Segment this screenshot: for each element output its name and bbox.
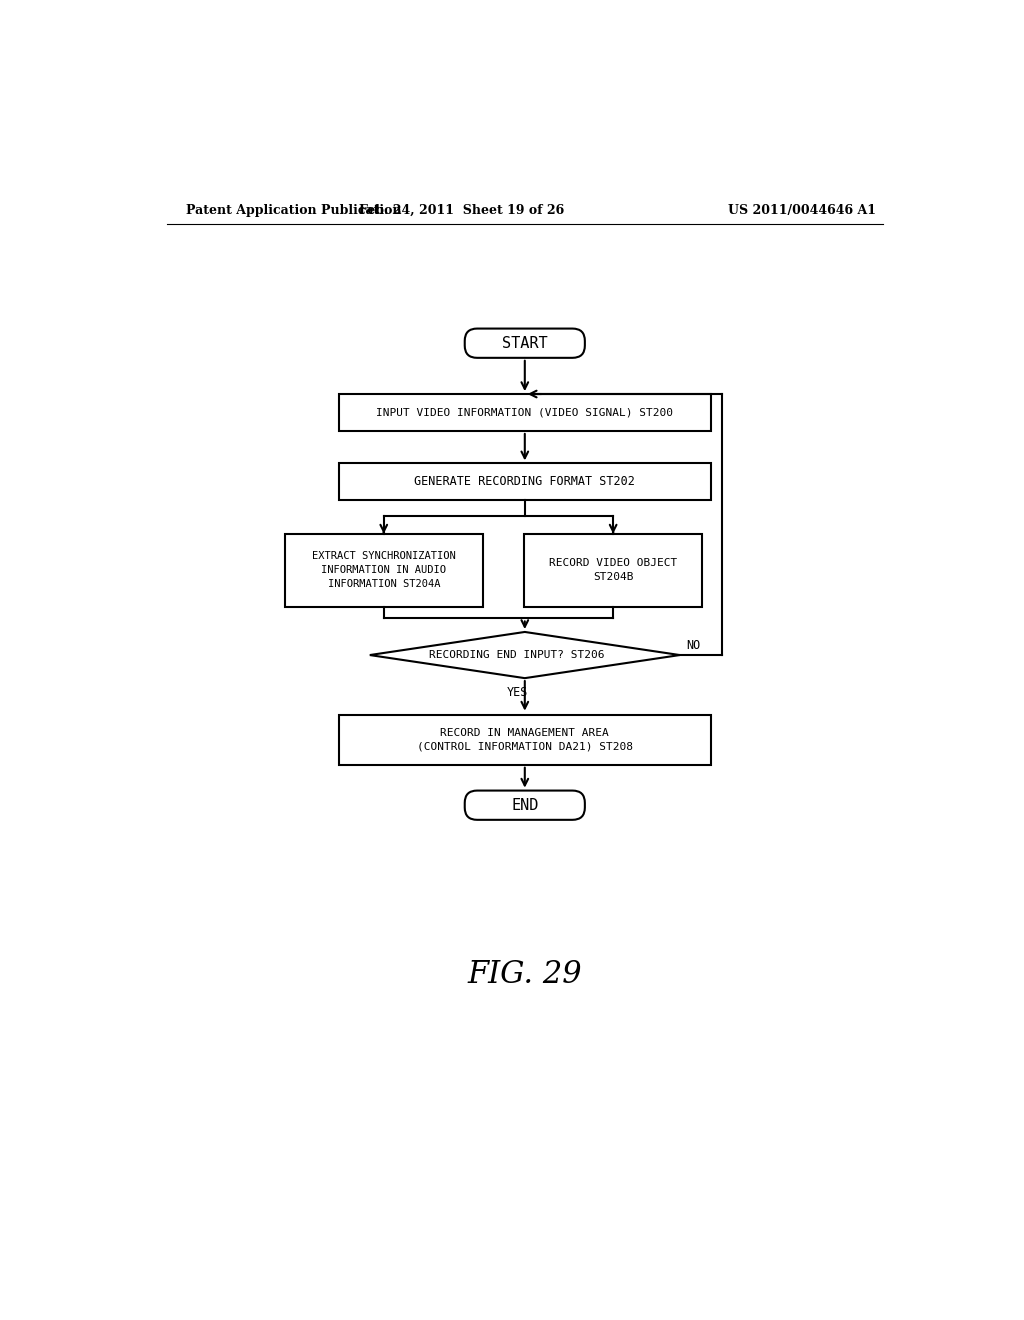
FancyBboxPatch shape <box>465 329 585 358</box>
Bar <box>339 463 711 500</box>
Text: Feb. 24, 2011  Sheet 19 of 26: Feb. 24, 2011 Sheet 19 of 26 <box>358 205 564 218</box>
Text: GENERATE RECORDING FORMAT ST202: GENERATE RECORDING FORMAT ST202 <box>415 475 635 488</box>
Bar <box>339 395 711 432</box>
Text: US 2011/0044646 A1: US 2011/0044646 A1 <box>728 205 877 218</box>
Polygon shape <box>370 632 680 678</box>
Text: INPUT VIDEO INFORMATION (VIDEO SIGNAL) ST200: INPUT VIDEO INFORMATION (VIDEO SIGNAL) S… <box>376 408 674 417</box>
Text: RECORD VIDEO OBJECT
ST204B: RECORD VIDEO OBJECT ST204B <box>549 558 677 582</box>
Text: RECORD IN MANAGEMENT AREA
(CONTROL INFORMATION DA21) ST208: RECORD IN MANAGEMENT AREA (CONTROL INFOR… <box>417 727 633 752</box>
Text: FIG. 29: FIG. 29 <box>468 960 582 990</box>
Text: START: START <box>502 335 548 351</box>
Text: NO: NO <box>686 639 700 652</box>
Text: RECORDING END INPUT? ST206: RECORDING END INPUT? ST206 <box>429 649 605 660</box>
Text: Patent Application Publication: Patent Application Publication <box>186 205 401 218</box>
Text: END: END <box>511 797 539 813</box>
FancyBboxPatch shape <box>465 791 585 820</box>
Bar <box>524 533 702 607</box>
Text: EXTRACT SYNCHRONIZATION
INFORMATION IN AUDIO
INFORMATION ST204A: EXTRACT SYNCHRONIZATION INFORMATION IN A… <box>312 552 456 589</box>
Bar <box>339 714 711 764</box>
Text: YES: YES <box>506 686 527 698</box>
Bar <box>285 533 482 607</box>
